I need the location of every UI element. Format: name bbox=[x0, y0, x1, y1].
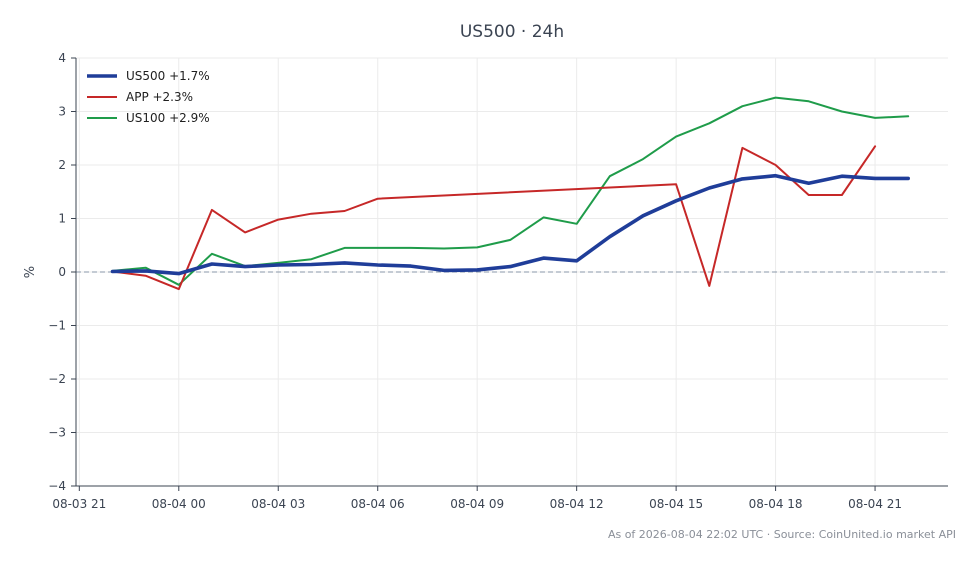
x-tick-label: 08-04 06 bbox=[351, 497, 405, 511]
y-tick-label: 2 bbox=[58, 158, 66, 172]
legend: US500 +1.7% APP +2.3% US100 +2.9% bbox=[87, 69, 210, 125]
x-tick-label: 08-04 03 bbox=[251, 497, 305, 511]
y-axis-label: % bbox=[23, 266, 38, 278]
y-tick-label: −3 bbox=[48, 426, 66, 440]
y-tick-label: 4 bbox=[58, 51, 66, 65]
legend-label-app: APP +2.3% bbox=[126, 90, 193, 104]
y-tick-label: −2 bbox=[48, 372, 66, 386]
y-tick-label: −4 bbox=[48, 479, 66, 493]
y-tick-label: 3 bbox=[58, 105, 66, 119]
x-tick-label: 08-04 12 bbox=[550, 497, 604, 511]
x-tick-label: 08-04 21 bbox=[848, 497, 902, 511]
axes: −4 −3 −2 −1 0 1 2 3 4 08-03 21 08-04 00 08-04 03 08-… bbox=[48, 51, 948, 511]
x-tick-label: 08-03 21 bbox=[52, 497, 106, 511]
y-tick-label: −1 bbox=[48, 319, 66, 333]
y-tick-label: 0 bbox=[58, 265, 66, 279]
chart-title: US500 · 24h bbox=[460, 22, 564, 42]
x-tick-label: 08-04 09 bbox=[450, 497, 504, 511]
x-tick-label: 08-04 18 bbox=[749, 497, 803, 511]
x-tick-label: 08-04 15 bbox=[649, 497, 703, 511]
source-footer: As of 2026-08-04 22:02 UTC · Source: Coi… bbox=[608, 528, 956, 541]
x-tick-label: 08-04 00 bbox=[152, 497, 206, 511]
series-lines bbox=[110, 96, 911, 291]
y-tick-label: 1 bbox=[58, 212, 66, 226]
legend-label-us500: US500 +1.7% bbox=[126, 69, 210, 83]
legend-label-us100: US100 +2.9% bbox=[126, 111, 210, 125]
series-line-us500 bbox=[110, 173, 911, 276]
